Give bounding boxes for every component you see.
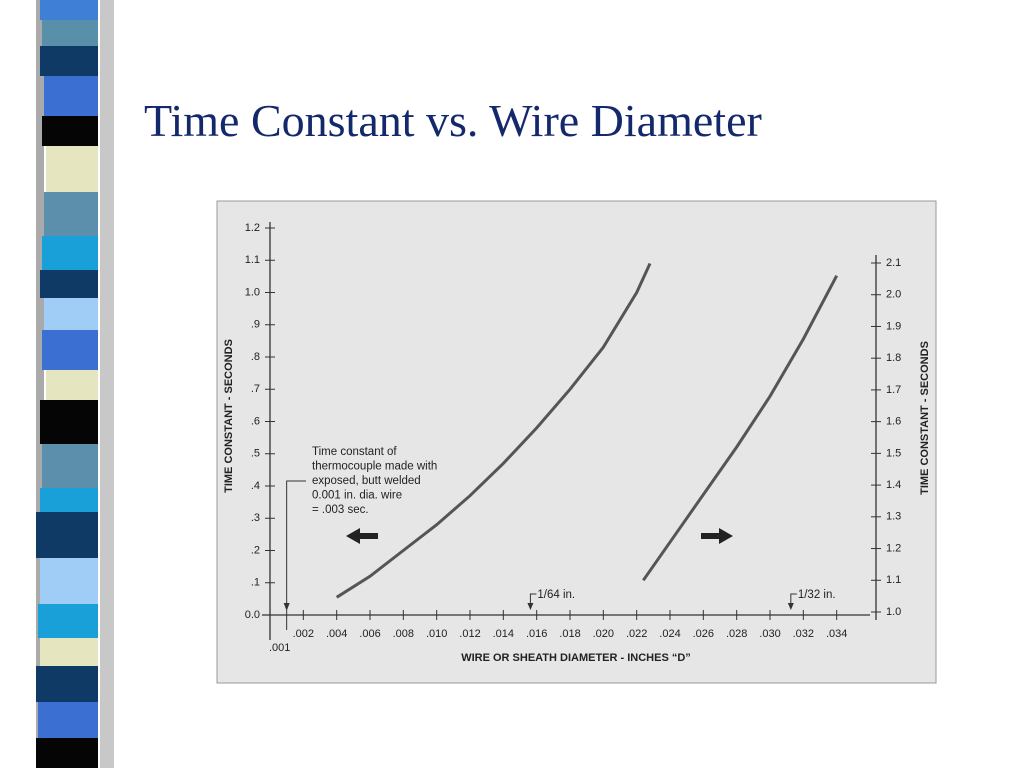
y2-tick-label: 1.9 [886,320,901,332]
y2-tick-label: 1.8 [886,352,901,364]
x-tick-label: .012 [459,628,480,640]
annotation-text: 0.001 in. dia. wire [312,490,402,502]
chart: TIME CONSTANT - SECONDS TIME CONSTANT - … [223,222,931,664]
y-tick-label: .5 [251,448,260,460]
annotation-text: exposed, butt welded [312,475,421,487]
x-tick-label: .002 [293,628,314,640]
y-tick-label: .3 [251,512,260,524]
y2-tick-label: 1.3 [886,511,901,523]
y-tick-label: .8 [251,351,260,363]
left-arrow [346,528,378,544]
x-tick-label: .024 [659,628,680,640]
y2-tick-label: 1.6 [886,416,901,428]
y2-tick-label: 1.1 [886,574,901,586]
x-tick-label: .006 [359,628,380,640]
marker-label: 1/64 in. [537,589,575,601]
x-tick-label: .008 [393,628,414,640]
decor-stripe [36,0,114,768]
y2-tick-label: 2.1 [886,257,901,269]
x-tick-label: .028 [726,628,747,640]
x-tick-label: .032 [793,628,814,640]
x-tick-label: .030 [759,628,780,640]
right-arrow [701,528,733,544]
y-tick-label: .7 [251,383,260,395]
y2-axis-label: TIME CONSTANT - SECONDS [919,341,931,495]
x-tick-label: .004 [326,628,347,640]
slide-title: Time Constant vs. Wire Diameter [144,95,762,146]
annotation-text: = .003 sec. [312,504,369,516]
y-tick-label: 1.0 [245,286,260,298]
y-tick-label: .2 [251,544,260,556]
y2-tick-label: 1.7 [886,384,901,396]
marker-label: 1/32 in. [798,589,836,601]
series-line [335,262,652,599]
x-tick-label: .016 [526,628,547,640]
y-tick-label: .1 [251,577,260,589]
y-axis-label: TIME CONSTANT - SECONDS [223,339,235,493]
x-tick-label: .010 [426,628,447,640]
x-tick-label: .020 [593,628,614,640]
y-tick-label: 1.2 [245,222,260,234]
x-axis-label: WIRE OR SHEATH DIAMETER - INCHES “D” [461,652,691,664]
annotation-leader [286,480,306,604]
marker-arrowhead [527,603,534,610]
x-tick-label: .026 [693,628,714,640]
y2-tick-label: 1.0 [886,606,901,618]
y-tick-label: .4 [251,480,260,492]
annotation-arrowhead [283,603,290,611]
annotation-text: Time constant of [312,446,397,458]
marker-leader [529,593,537,604]
y2-tick-label: 1.4 [886,479,901,491]
y-tick-label: .9 [251,319,260,331]
x-tick-label: .014 [493,628,514,640]
marker-arrowhead [787,603,794,610]
marker-leader [790,593,797,604]
x-tick-label: .022 [626,628,647,640]
y-tick-label: 1.1 [245,254,260,266]
chart-panel [216,200,937,684]
x-tick-label: .034 [826,628,847,640]
y-tick-label: 0.0 [245,609,260,621]
y-tick-label: .6 [251,415,260,427]
x-tick-label: .018 [559,628,580,640]
series-line [642,275,839,582]
x-tick-label: .001 [269,642,290,654]
y2-tick-label: 1.5 [886,447,901,459]
y2-tick-label: 2.0 [886,289,901,301]
annotation-text: thermocouple made with [312,461,437,473]
y2-tick-label: 1.2 [886,542,901,554]
